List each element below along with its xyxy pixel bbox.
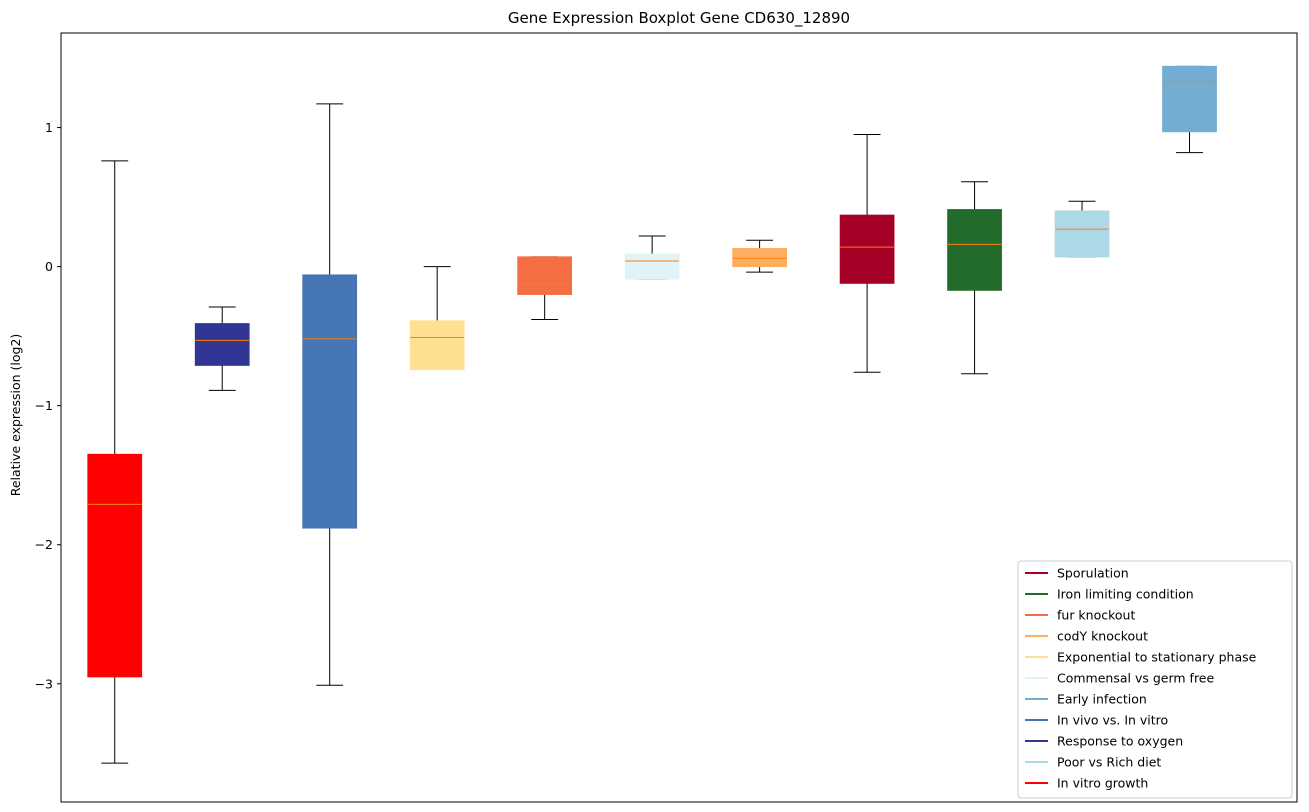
box-iqr: [302, 274, 358, 529]
box-group: [1162, 65, 1217, 154]
legend-label: In vivo vs. In vitro: [1057, 713, 1168, 728]
y-tick-label: −3: [35, 676, 53, 691]
box-group: [624, 235, 680, 280]
legend-label: Early infection: [1057, 692, 1147, 707]
box-iqr: [194, 323, 250, 366]
legend: Sporulation Iron limiting condition fur kn…: [1017, 560, 1293, 799]
box-iqr: [839, 214, 895, 284]
y-tick-label: −2: [35, 537, 53, 552]
legend-frame: [1017, 560, 1293, 799]
box-group: [517, 256, 573, 320]
y-axis-label: Relative expression (log2): [8, 334, 23, 497]
box-iqr: [624, 253, 680, 280]
legend-label: fur knockout: [1057, 608, 1135, 623]
box-group: [947, 181, 1002, 375]
box-group: [409, 266, 465, 371]
y-tick-label: 1: [45, 120, 53, 135]
box-iqr: [409, 320, 465, 371]
chart-title: Gene Expression Boxplot Gene CD630_12890: [508, 9, 850, 28]
legend-label: Exponential to stationary phase: [1057, 650, 1257, 665]
plot-frame: [60, 32, 1298, 803]
legend-label: Commensal vs germ free: [1057, 671, 1214, 686]
legend-label: Poor vs Rich diet: [1057, 755, 1161, 770]
box-iqr: [732, 248, 787, 268]
y-tick-label: −1: [35, 398, 53, 413]
legend-label: Sporulation: [1057, 566, 1129, 581]
box-iqr: [1162, 65, 1217, 133]
box-group: [839, 134, 895, 373]
y-axis: 1 0 −1 −2 −3: [35, 120, 61, 691]
box-group: [194, 306, 250, 391]
box-group: [87, 160, 143, 764]
box-group: [732, 239, 787, 273]
legend-label: Iron limiting condition: [1057, 587, 1194, 602]
plot-area: [87, 65, 1217, 764]
box-group: [1054, 200, 1110, 258]
box-iqr: [1054, 210, 1110, 258]
box-iqr: [517, 256, 573, 295]
box-iqr: [947, 209, 1002, 291]
legend-label: codY knockout: [1057, 629, 1148, 644]
legend-label: Response to oxygen: [1057, 734, 1183, 749]
box-group: [302, 103, 358, 686]
legend-label: In vitro growth: [1057, 776, 1148, 791]
box-iqr: [87, 453, 143, 678]
y-tick-label: 0: [45, 259, 53, 274]
